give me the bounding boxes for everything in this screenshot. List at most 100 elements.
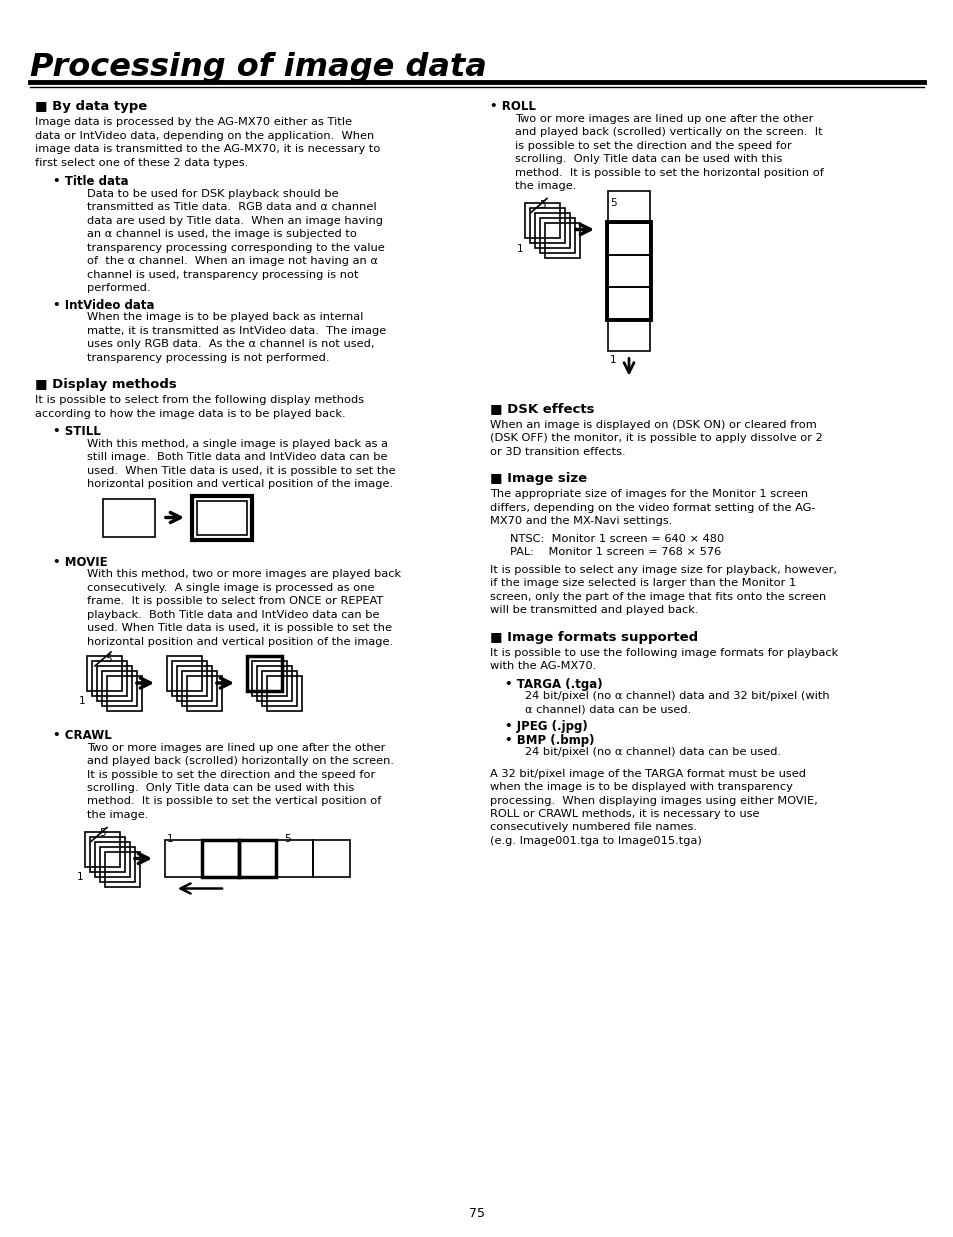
Text: 1: 1 <box>609 355 616 365</box>
Text: transparency processing is not performed.: transparency processing is not performed… <box>87 353 329 362</box>
Bar <box>262 670 296 706</box>
Text: matte, it is transmitted as IntVideo data.  The image: matte, it is transmitted as IntVideo dat… <box>87 325 386 335</box>
Bar <box>102 670 137 706</box>
Bar <box>535 213 569 247</box>
Text: channel is used, transparency processing is not: channel is used, transparency processing… <box>87 270 358 280</box>
Bar <box>607 255 649 287</box>
Text: (e.g. Image001.tga to Image015.tga): (e.g. Image001.tga to Image015.tga) <box>490 836 701 846</box>
Bar <box>91 661 127 696</box>
Text: ■ Image size: ■ Image size <box>490 473 586 485</box>
Text: The appropriate size of images for the Monitor 1 screen: The appropriate size of images for the M… <box>490 489 807 499</box>
Text: transparency processing corresponding to the value: transparency processing corresponding to… <box>87 242 384 252</box>
Text: (DSK OFF) the monitor, it is possible to apply dissolve or 2: (DSK OFF) the monitor, it is possible to… <box>490 433 821 443</box>
Text: • MOVIE: • MOVIE <box>53 555 108 569</box>
Text: It is possible to use the following image formats for playback: It is possible to use the following imag… <box>490 647 838 658</box>
Text: Two or more images are lined up one after the other: Two or more images are lined up one afte… <box>87 742 385 752</box>
Text: • TARGA (.tga): • TARGA (.tga) <box>504 678 602 690</box>
Text: or 3D transition effects.: or 3D transition effects. <box>490 447 625 456</box>
Text: When an image is displayed on (DSK ON) or cleared from: When an image is displayed on (DSK ON) o… <box>490 419 816 429</box>
Text: It is possible to select any image size for playback, however,: It is possible to select any image size … <box>490 564 836 574</box>
Text: horizontal position and vertical position of the image.: horizontal position and vertical positio… <box>87 479 393 489</box>
Text: transmitted as Title data.  RGB data and α channel: transmitted as Title data. RGB data and … <box>87 202 376 212</box>
Text: It is possible to set the direction and the speed for: It is possible to set the direction and … <box>87 769 375 779</box>
Text: frame.  It is possible to select from ONCE or REPEAT: frame. It is possible to select from ONC… <box>87 596 383 606</box>
Text: ■ Display methods: ■ Display methods <box>35 379 176 391</box>
Bar <box>187 675 222 711</box>
Text: Processing of image data: Processing of image data <box>30 52 486 83</box>
Text: Image data is processed by the AG-MX70 either as Title: Image data is processed by the AG-MX70 e… <box>35 118 352 127</box>
Bar <box>606 221 650 319</box>
Text: with the AG-MX70.: with the AG-MX70. <box>490 661 596 670</box>
Text: 75: 75 <box>469 1207 484 1220</box>
Text: method.  It is possible to set the horizontal position of: method. It is possible to set the horizo… <box>515 167 823 177</box>
Bar <box>177 666 212 701</box>
Text: is possible to set the direction and the speed for: is possible to set the direction and the… <box>515 141 791 151</box>
Text: method.  It is possible to set the vertical position of: method. It is possible to set the vertic… <box>87 797 381 807</box>
Text: • ROLL: • ROLL <box>490 100 536 113</box>
Text: A 32 bit/pixel image of the TARGA format must be used: A 32 bit/pixel image of the TARGA format… <box>490 768 805 778</box>
Text: When the image is to be played back as internal: When the image is to be played back as i… <box>87 312 363 322</box>
Text: • CRAWL: • CRAWL <box>53 729 112 742</box>
Bar <box>202 840 239 877</box>
Text: screen, only the part of the image that fits onto the screen: screen, only the part of the image that … <box>490 591 825 601</box>
Bar <box>530 208 564 242</box>
Text: of  the α channel.  When an image not having an α: of the α channel. When an image not havi… <box>87 256 377 266</box>
Bar <box>165 840 202 877</box>
Text: 24 bit/pixel (no α channel) data and 32 bit/pixel (with: 24 bit/pixel (no α channel) data and 32 … <box>524 691 829 701</box>
Text: 5: 5 <box>284 834 291 844</box>
Bar <box>239 840 275 877</box>
Bar <box>107 675 142 711</box>
Text: processing.  When displaying images using either MOVIE,: processing. When displaying images using… <box>490 795 817 805</box>
Text: when the image is to be displayed with transparency: when the image is to be displayed with t… <box>490 782 792 792</box>
Bar <box>103 499 154 537</box>
Text: will be transmitted and played back.: will be transmitted and played back. <box>490 605 698 615</box>
Bar <box>167 656 202 691</box>
Text: differs, depending on the video format setting of the AG-: differs, depending on the video format s… <box>490 502 815 512</box>
Text: used.  When Title data is used, it is possible to set the: used. When Title data is used, it is pos… <box>87 465 395 475</box>
Bar <box>85 831 120 866</box>
Text: 1: 1 <box>517 244 523 254</box>
Bar <box>607 190 649 223</box>
Text: With this method, two or more images are played back: With this method, two or more images are… <box>87 569 400 579</box>
Bar <box>97 666 132 701</box>
Bar <box>247 656 282 691</box>
Text: NTSC:  Monitor 1 screen = 640 × 480: NTSC: Monitor 1 screen = 640 × 480 <box>510 533 723 543</box>
Bar <box>256 666 292 701</box>
Text: consecutively numbered file names.: consecutively numbered file names. <box>490 823 697 833</box>
Text: 1: 1 <box>167 834 173 844</box>
Bar <box>267 675 302 711</box>
Bar <box>544 223 579 257</box>
Text: uses only RGB data.  As the α channel is not used,: uses only RGB data. As the α channel is … <box>87 339 375 349</box>
Text: an α channel is used, the image is subjected to: an α channel is used, the image is subje… <box>87 229 356 239</box>
Bar <box>252 661 287 696</box>
Text: the image.: the image. <box>515 181 576 190</box>
Text: consecutively.  A single image is processed as one: consecutively. A single image is process… <box>87 583 375 593</box>
Text: • JPEG (.jpg): • JPEG (.jpg) <box>504 720 587 734</box>
Bar <box>182 670 216 706</box>
Text: MX70 and the MX-Navi settings.: MX70 and the MX-Navi settings. <box>490 516 672 526</box>
Text: and played back (scrolled) horizontally on the screen.: and played back (scrolled) horizontally … <box>87 756 394 766</box>
Text: ROLL or CRAWL methods, it is necessary to use: ROLL or CRAWL methods, it is necessary t… <box>490 809 759 819</box>
Text: ■ DSK effects: ■ DSK effects <box>490 402 594 416</box>
Bar <box>607 318 649 350</box>
Text: α channel) data can be used.: α channel) data can be used. <box>524 705 691 715</box>
Text: • BMP (.bmp): • BMP (.bmp) <box>504 734 594 746</box>
Text: 24 bit/pixel (no α channel) data can be used.: 24 bit/pixel (no α channel) data can be … <box>524 747 781 757</box>
Bar <box>90 836 125 872</box>
Text: • IntVideo data: • IntVideo data <box>53 298 154 312</box>
Bar <box>95 841 130 877</box>
Text: PAL:    Monitor 1 screen = 768 × 576: PAL: Monitor 1 screen = 768 × 576 <box>510 547 720 557</box>
Text: 5: 5 <box>538 199 545 209</box>
Text: playback.  Both Title data and IntVideo data can be: playback. Both Title data and IntVideo d… <box>87 610 379 620</box>
Text: 5: 5 <box>99 829 106 839</box>
Text: 5: 5 <box>105 654 112 664</box>
Text: according to how the image data is to be played back.: according to how the image data is to be… <box>35 408 345 418</box>
Bar <box>105 851 140 887</box>
Text: used. When Title data is used, it is possible to set the: used. When Title data is used, it is pos… <box>87 623 392 633</box>
Text: the image.: the image. <box>87 810 149 820</box>
Text: ■ Image formats supported: ■ Image formats supported <box>490 631 698 643</box>
Text: data are used by Title data.  When an image having: data are used by Title data. When an ima… <box>87 215 382 225</box>
Text: 1: 1 <box>79 696 86 706</box>
Text: scrolling.  Only Title data can be used with this: scrolling. Only Title data can be used w… <box>515 153 781 165</box>
Text: Data to be used for DSK playback should be: Data to be used for DSK playback should … <box>87 188 338 198</box>
